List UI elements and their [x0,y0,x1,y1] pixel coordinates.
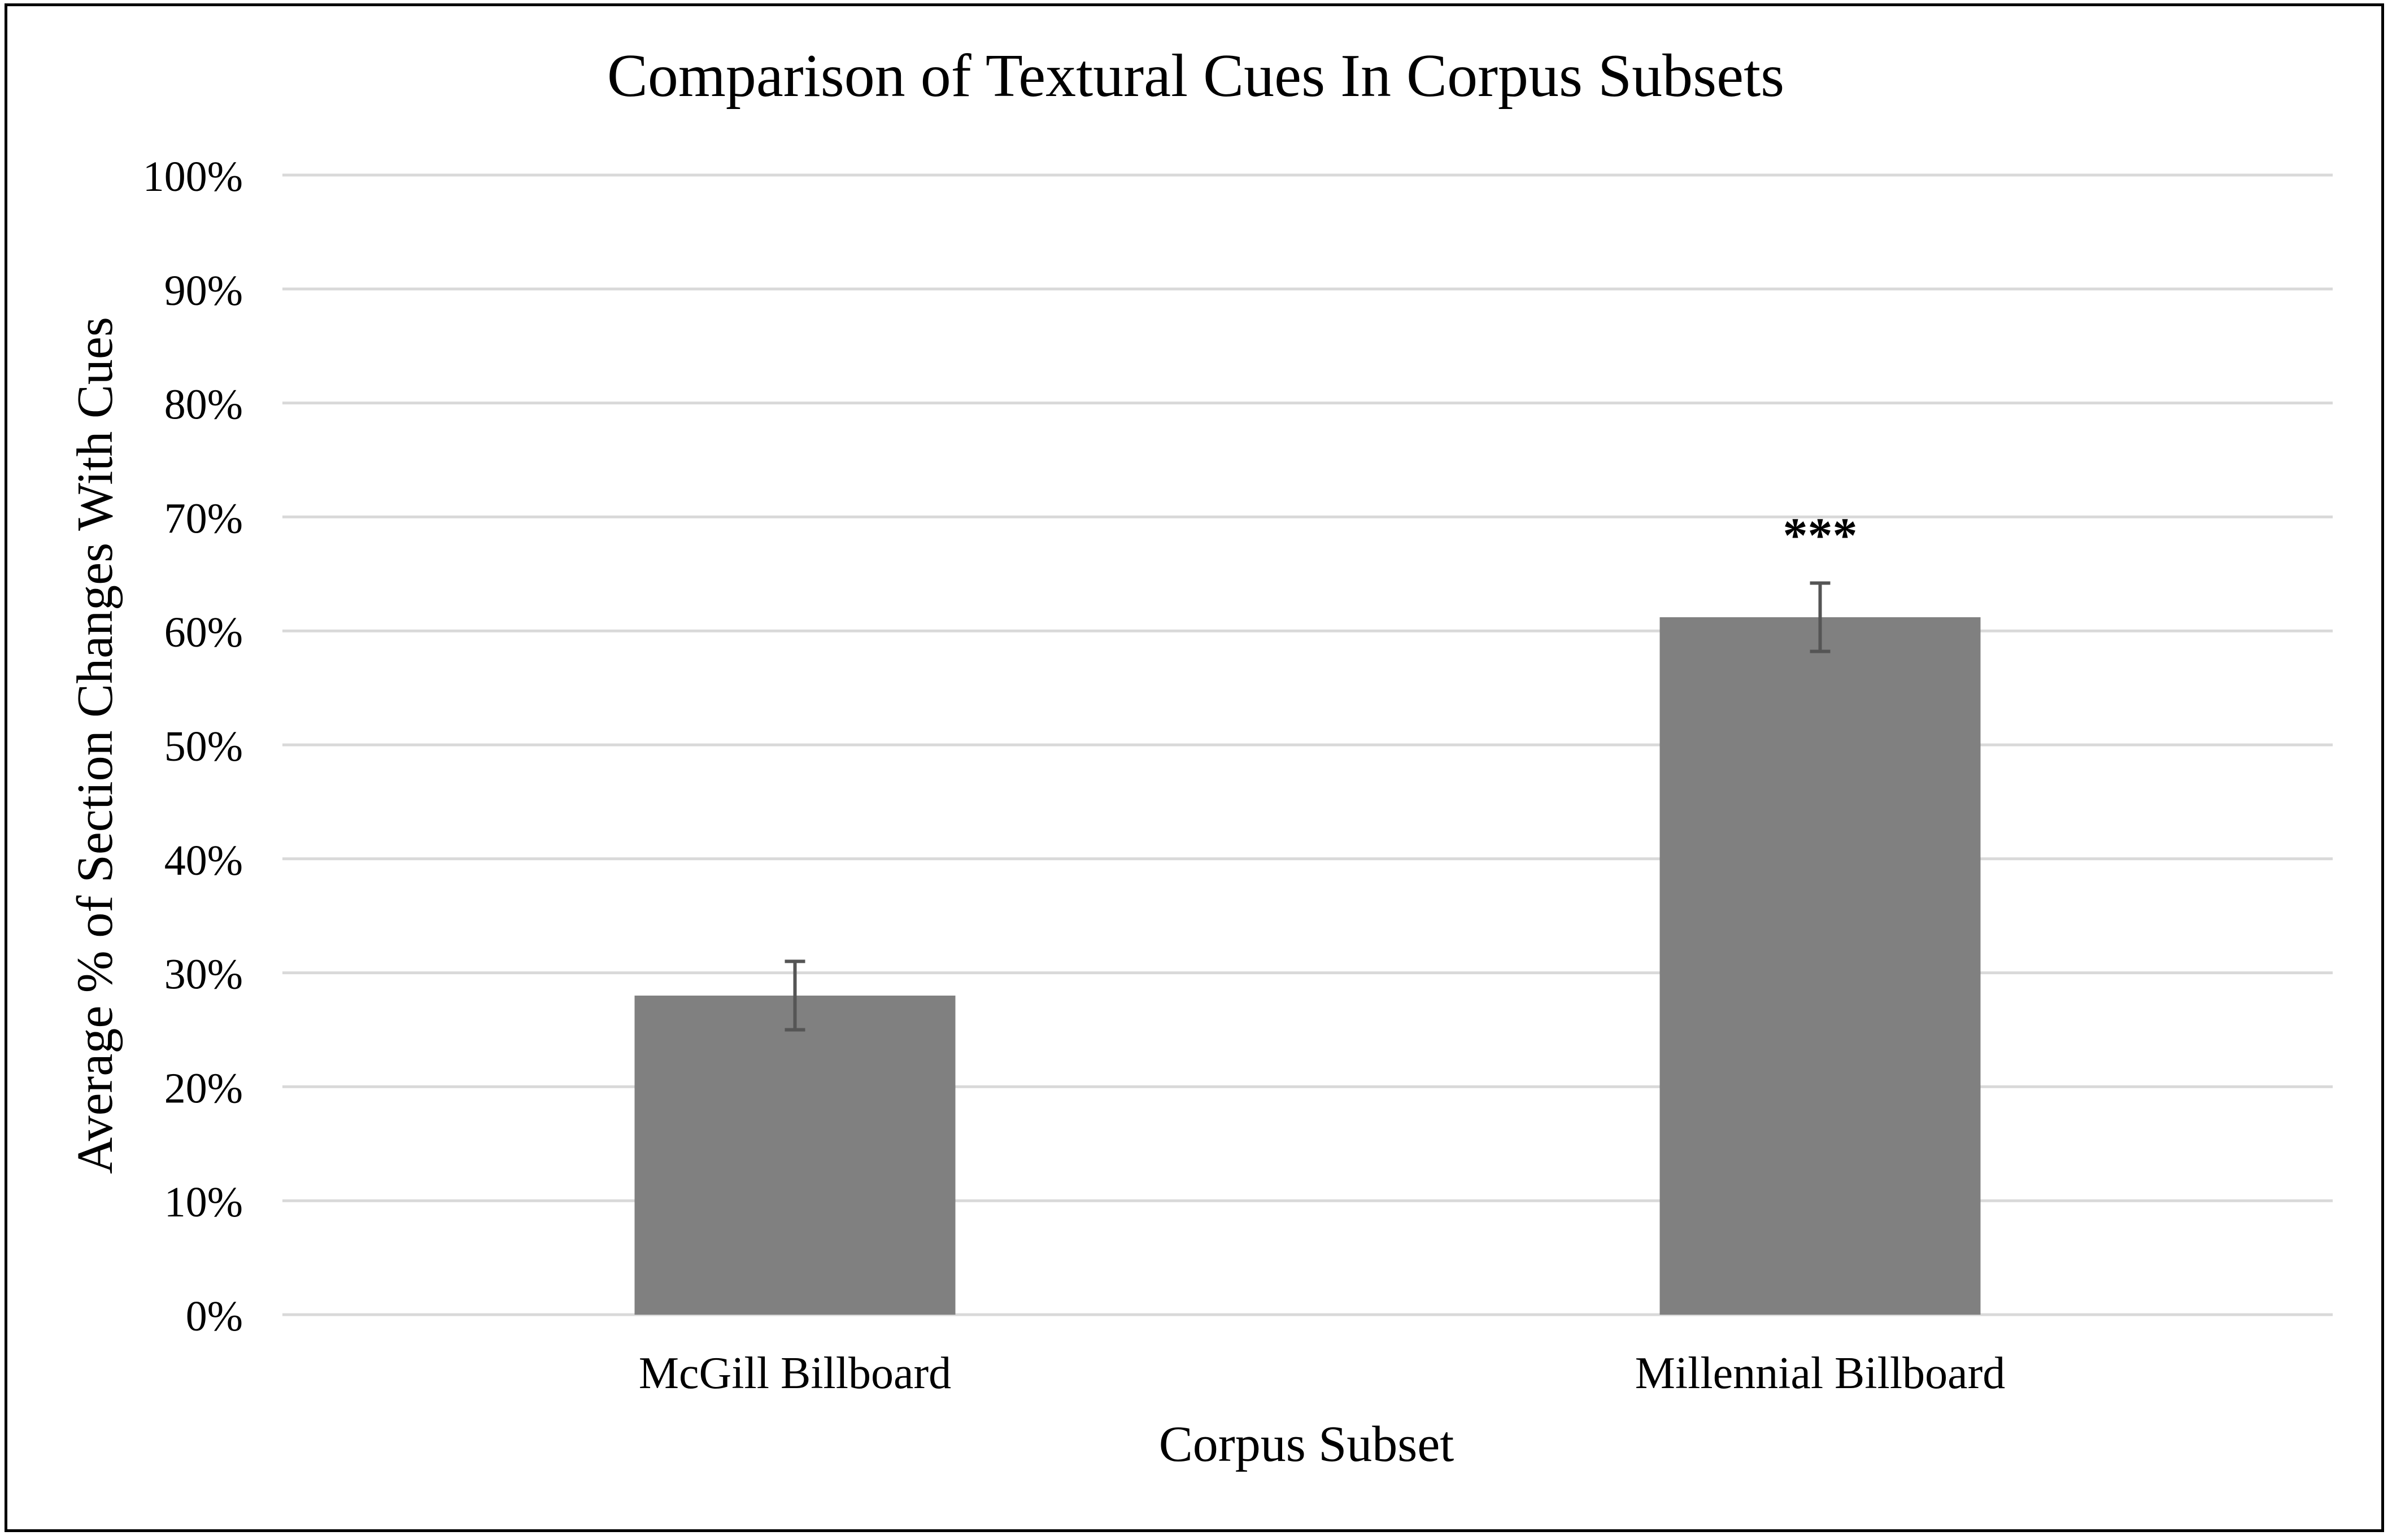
y-axis-label: Average % of Section Changes With Cues [67,317,123,1174]
gridlines [282,173,2333,1316]
error-bar [785,959,805,1032]
y-tick-labels: 0% 10% 20% 30% 40% 50% 60% 70% 80% 90% 100% [143,153,243,1340]
x-tick-label: McGill Billboard [639,1349,951,1398]
y-tick-label: 30% [164,951,243,998]
x-tick-labels: McGill Billboard Millennial Billboard [639,1349,2005,1398]
y-tick-label: 70% [164,495,243,542]
y-tick-label: 0% [186,1293,243,1340]
y-tick-label: 60% [164,609,243,656]
significance-annotation: *** [1783,508,1858,563]
chart-title: Comparison of Textural Cues In Corpus Su… [607,42,1784,110]
bar [634,995,956,1315]
x-tick-label: Millennial Billboard [1635,1349,2005,1398]
bar [1659,617,1981,1315]
y-tick-label: 80% [164,381,243,429]
x-axis-label: Corpus Subset [1159,1416,1454,1472]
y-tick-label: 100% [143,153,243,200]
chart-frame [5,3,2384,1532]
y-tick-label: 40% [164,837,243,884]
y-tick-label: 10% [164,1179,243,1226]
y-tick-label: 50% [164,723,243,770]
y-tick-label: 90% [164,267,243,315]
error-bar [1810,581,1831,653]
y-tick-label: 20% [164,1065,243,1112]
bars: *** [634,508,1981,1315]
